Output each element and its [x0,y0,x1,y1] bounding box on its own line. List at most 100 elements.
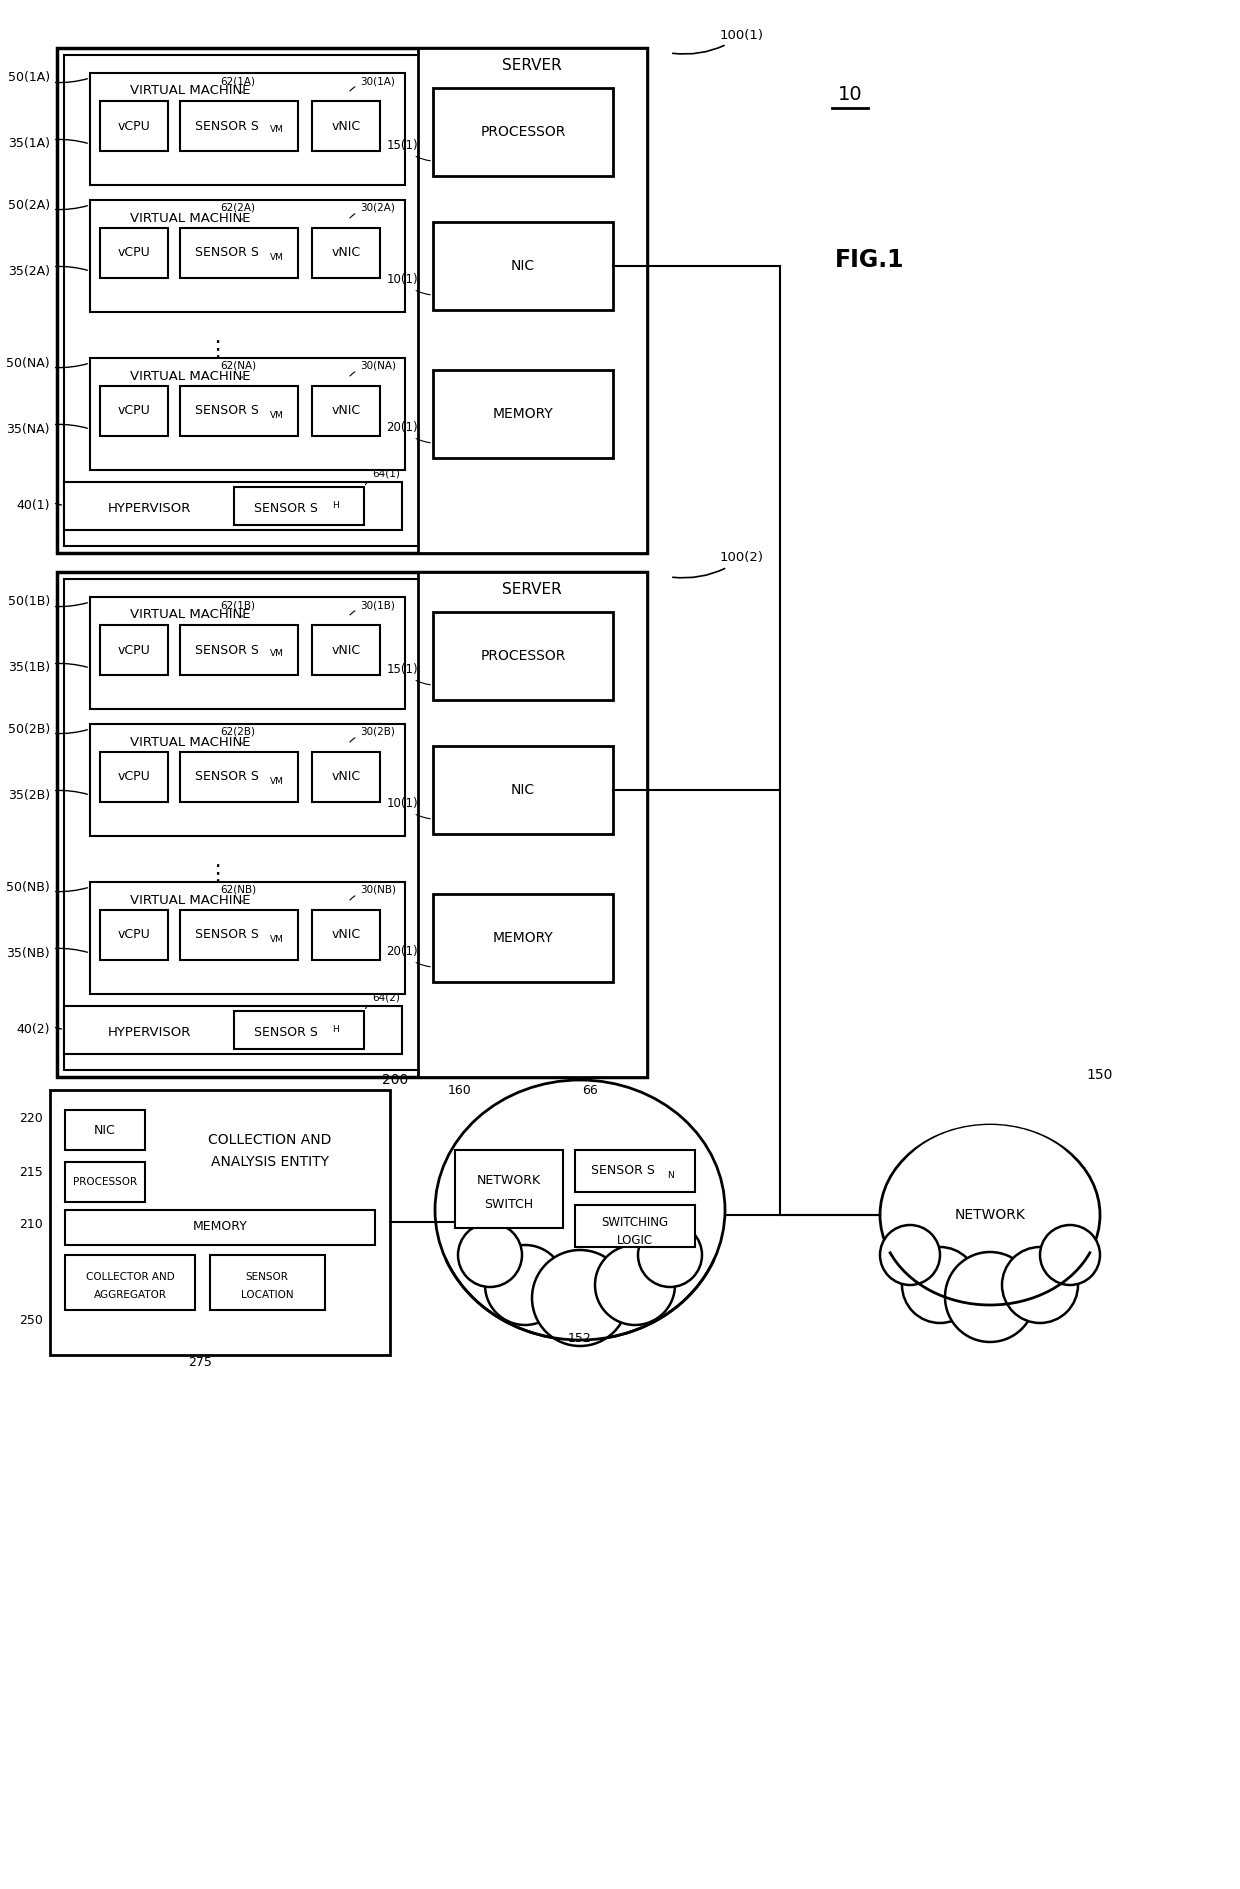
Text: 30(1A): 30(1A) [350,76,394,91]
Text: VM: VM [270,410,284,419]
Circle shape [485,1245,565,1324]
Circle shape [880,1224,940,1285]
Text: 150: 150 [1086,1067,1114,1082]
Text: VM: VM [270,776,284,786]
Text: SENSOR S: SENSOR S [195,929,259,941]
Text: 200: 200 [382,1073,408,1086]
Text: vCPU: vCPU [118,929,150,941]
Text: 35(1B): 35(1B) [7,661,87,674]
Text: HYPERVISOR: HYPERVISOR [108,501,191,514]
FancyBboxPatch shape [50,1090,391,1354]
Text: 20(1): 20(1) [387,946,430,967]
Text: 10(1): 10(1) [387,797,430,818]
Text: 210: 210 [20,1218,43,1232]
Text: 40(2): 40(2) [16,1024,62,1037]
Text: 100(1): 100(1) [673,28,764,55]
FancyBboxPatch shape [180,625,298,674]
FancyBboxPatch shape [418,572,647,1077]
Text: NETWORK: NETWORK [477,1173,541,1186]
Text: 62(2A): 62(2A) [221,202,255,219]
Text: 50(2A): 50(2A) [7,198,87,212]
Text: NETWORK: NETWORK [955,1207,1025,1222]
Text: vNIC: vNIC [331,119,361,132]
FancyBboxPatch shape [64,1111,145,1150]
Text: H: H [332,1024,339,1033]
FancyBboxPatch shape [433,746,613,835]
FancyBboxPatch shape [91,723,405,837]
FancyBboxPatch shape [64,55,640,546]
Text: 220: 220 [20,1111,43,1124]
FancyBboxPatch shape [91,882,405,994]
Text: SWITCHING: SWITCHING [601,1217,668,1230]
Text: 30(1B): 30(1B) [350,601,394,616]
Text: 160: 160 [448,1084,472,1096]
Text: N: N [667,1171,673,1179]
Text: 250: 250 [19,1313,43,1326]
Text: VIRTUAL MACHINE: VIRTUAL MACHINE [130,893,250,907]
Text: VIRTUAL MACHINE: VIRTUAL MACHINE [130,212,250,225]
Text: 15(1): 15(1) [387,140,430,161]
FancyBboxPatch shape [210,1254,325,1309]
Text: PROCESSOR: PROCESSOR [480,650,565,663]
Text: FIG.1: FIG.1 [836,247,905,272]
Text: 35(2A): 35(2A) [7,264,87,278]
FancyBboxPatch shape [433,612,613,701]
Text: 50(1B): 50(1B) [7,595,87,608]
FancyBboxPatch shape [100,625,167,674]
Text: SENSOR S: SENSOR S [195,119,259,132]
Text: SENSOR S: SENSOR S [195,246,259,259]
Text: 15(1): 15(1) [387,663,430,684]
Text: 50(NA): 50(NA) [6,357,87,370]
FancyBboxPatch shape [433,223,613,310]
FancyBboxPatch shape [91,200,405,312]
Circle shape [945,1252,1035,1341]
FancyBboxPatch shape [100,100,167,151]
Text: 62(1A): 62(1A) [221,76,255,93]
Circle shape [595,1245,675,1324]
Text: 30(2B): 30(2B) [350,727,394,742]
FancyBboxPatch shape [64,1254,195,1309]
FancyBboxPatch shape [312,625,379,674]
FancyBboxPatch shape [312,229,379,278]
Text: SENSOR S: SENSOR S [254,1026,317,1039]
Text: SWITCH: SWITCH [485,1198,533,1211]
Text: NIC: NIC [511,784,536,797]
Text: 215: 215 [20,1166,43,1179]
FancyBboxPatch shape [64,580,640,1069]
FancyBboxPatch shape [64,1211,374,1245]
Text: vNIC: vNIC [331,771,361,784]
FancyBboxPatch shape [312,100,379,151]
Text: VIRTUAL MACHINE: VIRTUAL MACHINE [130,735,250,748]
Text: vNIC: vNIC [331,644,361,657]
FancyBboxPatch shape [180,752,298,803]
FancyBboxPatch shape [234,487,365,525]
Text: vCPU: vCPU [118,771,150,784]
Text: vCPU: vCPU [118,404,150,417]
Circle shape [458,1222,522,1286]
FancyBboxPatch shape [433,89,613,176]
FancyBboxPatch shape [64,482,402,531]
Text: MEMORY: MEMORY [492,931,553,944]
Text: COLLECTOR AND: COLLECTOR AND [86,1271,175,1283]
Text: ⋮: ⋮ [206,340,228,361]
Text: VIRTUAL MACHINE: VIRTUAL MACHINE [130,370,250,382]
Text: 152: 152 [568,1332,591,1345]
FancyBboxPatch shape [433,893,613,982]
Text: 50(1A): 50(1A) [7,72,87,85]
FancyBboxPatch shape [64,1162,145,1201]
Text: SERVER: SERVER [502,582,562,597]
Text: 62(NA): 62(NA) [219,361,257,378]
Text: SENSOR S: SENSOR S [195,771,259,784]
Text: 64(2): 64(2) [366,994,399,1009]
Text: SENSOR S: SENSOR S [254,501,317,514]
Ellipse shape [890,1126,1090,1275]
FancyBboxPatch shape [312,385,379,436]
FancyBboxPatch shape [312,910,379,960]
Ellipse shape [449,1105,711,1275]
FancyBboxPatch shape [100,910,167,960]
Text: PROCESSOR: PROCESSOR [480,125,565,140]
Text: VIRTUAL MACHINE: VIRTUAL MACHINE [130,85,250,98]
Text: AGGREGATOR: AGGREGATOR [93,1290,166,1300]
Text: 100(2): 100(2) [673,552,764,578]
Text: LOCATION: LOCATION [241,1290,294,1300]
